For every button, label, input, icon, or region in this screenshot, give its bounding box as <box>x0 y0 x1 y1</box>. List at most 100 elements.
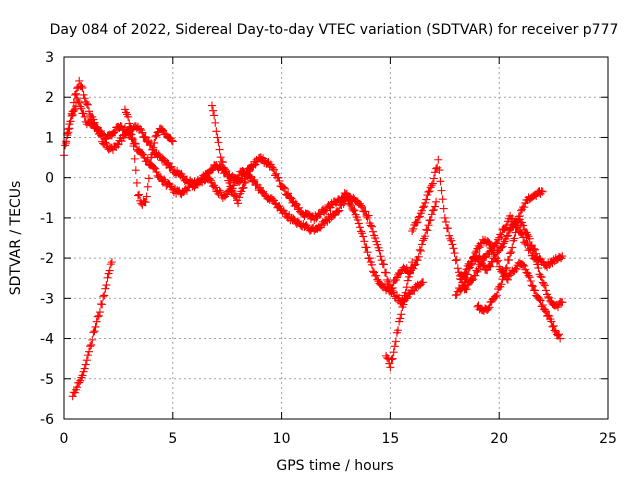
data-point <box>377 256 386 265</box>
data-point <box>359 232 368 241</box>
data-point <box>133 191 142 200</box>
data-point <box>151 132 160 141</box>
data-point <box>365 254 374 263</box>
data-point <box>371 234 380 243</box>
data-point <box>494 235 503 244</box>
data-point <box>524 271 533 280</box>
data-point <box>138 128 147 137</box>
data-point <box>376 252 385 261</box>
data-point <box>428 179 437 188</box>
data-point <box>244 167 253 176</box>
x-axis-label: GPS time / hours <box>276 458 393 474</box>
data-point <box>291 199 300 208</box>
data-point <box>375 246 384 255</box>
data-point <box>205 174 214 183</box>
grid <box>64 57 608 419</box>
data-point <box>367 222 376 231</box>
data-point <box>218 158 227 167</box>
data-point <box>163 158 172 167</box>
data-point <box>320 219 329 228</box>
data-point <box>253 157 262 166</box>
data-point <box>77 104 86 113</box>
data-point <box>77 373 86 382</box>
data-point <box>471 248 480 257</box>
data-point <box>424 187 433 196</box>
data-point <box>213 133 222 142</box>
data-point <box>520 203 529 212</box>
data-point <box>394 326 403 335</box>
data-point <box>209 106 218 115</box>
data-point <box>532 249 541 258</box>
data-point <box>497 280 506 289</box>
data-point <box>432 197 441 206</box>
series-track-c <box>68 258 116 401</box>
data-point <box>275 176 284 185</box>
data-point <box>86 342 95 351</box>
data-point <box>388 286 397 295</box>
data-point <box>413 256 422 265</box>
data-point <box>350 206 359 215</box>
data-point <box>191 181 200 190</box>
x-tick-label: 10 <box>273 431 291 447</box>
data-point <box>523 239 532 248</box>
data-point <box>426 215 435 224</box>
data-point <box>135 190 144 199</box>
data-point <box>66 117 75 126</box>
data-points <box>60 76 567 401</box>
x-tick-label: 25 <box>599 431 617 447</box>
data-point <box>389 348 398 357</box>
y-tick-label: 1 <box>45 130 54 146</box>
data-point <box>460 278 469 287</box>
data-point <box>101 284 110 293</box>
data-point <box>152 167 161 176</box>
data-point <box>368 267 377 276</box>
data-point <box>414 252 423 261</box>
data-point <box>82 99 91 108</box>
data-point <box>382 268 391 277</box>
data-point <box>85 107 94 116</box>
data-point <box>519 260 528 269</box>
data-point <box>460 270 469 279</box>
data-point <box>92 317 101 326</box>
y-axis-ticks: 3 2 1 0 -1 -2 -3 -4 -5 -6 <box>40 50 608 428</box>
data-point <box>429 205 438 214</box>
data-point <box>519 221 528 230</box>
y-tick-label: 3 <box>45 50 54 66</box>
data-point <box>396 314 405 323</box>
data-point <box>360 237 369 246</box>
data-point <box>419 203 428 212</box>
y-tick-label: -5 <box>40 372 54 388</box>
data-point <box>215 145 224 154</box>
data-point <box>71 89 80 98</box>
data-point <box>538 300 547 309</box>
data-point <box>69 98 78 107</box>
data-point <box>269 165 278 174</box>
data-point <box>88 335 97 344</box>
data-point <box>237 175 246 184</box>
data-point <box>211 183 220 192</box>
data-point <box>95 308 104 317</box>
data-point <box>207 166 216 175</box>
series-track-e <box>408 155 567 312</box>
data-point <box>83 100 92 109</box>
data-point <box>429 174 438 183</box>
data-point <box>295 203 304 212</box>
data-point <box>263 158 272 167</box>
data-point <box>157 125 166 134</box>
data-point <box>484 304 493 313</box>
data-point <box>75 378 84 387</box>
data-point <box>479 260 488 269</box>
data-point <box>128 135 137 144</box>
data-point <box>80 364 89 373</box>
data-point <box>141 132 150 141</box>
data-point <box>74 97 83 106</box>
data-point <box>414 213 423 222</box>
data-point <box>355 223 364 232</box>
data-point <box>417 240 426 249</box>
y-tick-label: 0 <box>45 171 54 187</box>
data-point <box>93 312 102 321</box>
data-point <box>504 256 513 265</box>
data-point <box>96 131 105 140</box>
data-point <box>281 209 290 218</box>
